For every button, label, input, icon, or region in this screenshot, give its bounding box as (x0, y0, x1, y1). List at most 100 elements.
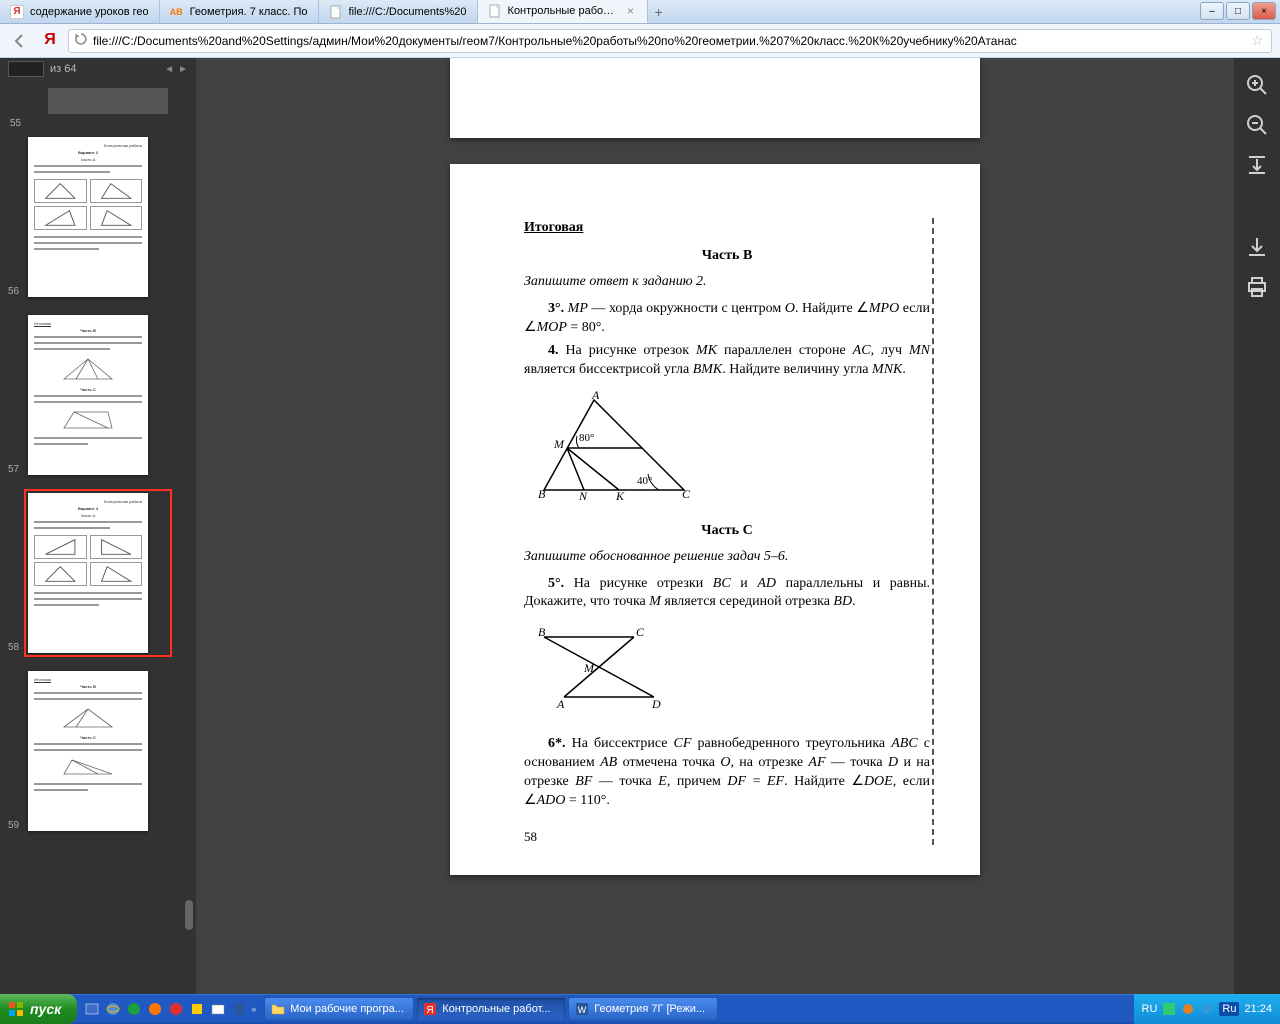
task-label: Геометрия 7Г [Режи... (594, 1003, 705, 1015)
browser-toolbar: Я ☆ (0, 24, 1280, 58)
task-label: Мои рабочие програ... (290, 1003, 404, 1015)
part-b-instruction: Запишите ответ к заданию 2. (524, 274, 930, 290)
thumbnail[interactable]: Итоговая Часть B Часть C 57 (28, 315, 168, 475)
svg-text:M: M (583, 661, 595, 675)
quick-launch-item[interactable] (125, 1000, 143, 1018)
quick-launch-item[interactable] (188, 1000, 206, 1018)
windows-logo-icon (8, 1001, 24, 1017)
thumb-next-icon[interactable]: ► (178, 64, 188, 75)
svg-text:D: D (651, 697, 661, 711)
reload-icon[interactable] (73, 32, 89, 49)
task-3-text: 3°. MP — хорда окружности с центром O. Н… (524, 300, 930, 338)
url-input[interactable] (89, 34, 1251, 48)
thumbnail-scrollbar[interactable] (184, 80, 194, 994)
tray-icon[interactable] (1200, 1002, 1214, 1016)
part-c-instruction: Запишите обоснованное решение задач 5–6. (524, 549, 930, 565)
task-4-text: 4. На рисунке отрезок MK параллелен стор… (524, 342, 930, 380)
thumbnail[interactable]: Контрольная работа Вариант 2 Часть A 56 (28, 137, 168, 297)
system-tray: RU Ru 21:24 (1134, 994, 1280, 1024)
svg-text:80°: 80° (579, 432, 594, 444)
lang-indicator[interactable]: RU (1142, 1003, 1158, 1015)
file-icon (329, 5, 343, 19)
part-c-title: Часть С (524, 523, 930, 539)
task-5-text: 5°. На рисунке отрезки BC и AD параллель… (524, 575, 930, 613)
browser-tab[interactable]: АВ Геометрия. 7 класс. По (160, 0, 319, 23)
bookmark-star-icon[interactable]: ☆ (1251, 32, 1267, 49)
window-controls: – □ × (1200, 2, 1276, 20)
svg-text:B: B (538, 625, 546, 639)
scrollbar-thumb[interactable] (185, 900, 193, 930)
zoom-out-icon[interactable] (1244, 112, 1270, 138)
window-titlebar: Я содержание уроков гео АВ Геометрия. 7 … (0, 0, 1280, 24)
nav-back-button[interactable] (8, 29, 32, 53)
quick-launch-item[interactable] (104, 1000, 122, 1018)
diagram-task-5: B C A D M (524, 622, 930, 717)
quick-launch-item[interactable] (146, 1000, 164, 1018)
thumb-55-label: 55 (10, 118, 196, 129)
page-number: 58 (524, 829, 930, 845)
quick-launch-item[interactable] (83, 1000, 101, 1018)
lang-indicator-2[interactable]: Ru (1219, 1002, 1239, 1016)
svg-text:B: B (538, 487, 546, 500)
quick-launch-item[interactable] (167, 1000, 185, 1018)
task-6-text: 6*. На биссектрисе CF равнобедренного тр… (524, 735, 930, 811)
maximize-button[interactable]: □ (1226, 2, 1250, 20)
svg-text:A: A (591, 390, 600, 402)
thumb-prev-icon[interactable]: ◄ (164, 64, 174, 75)
pdf-page: Итоговая Часть В Запишите ответ к задани… (450, 164, 980, 875)
thumb-header: из 64 ◄ ► (0, 58, 196, 80)
minimize-button[interactable]: – (1200, 2, 1224, 20)
tray-icon[interactable] (1162, 1002, 1176, 1016)
svg-text:C: C (682, 487, 691, 500)
address-bar[interactable]: ☆ (68, 29, 1272, 53)
taskbar-task-button[interactable]: Я Контрольные работ... (416, 997, 566, 1021)
pdf-toolbar (1234, 58, 1280, 994)
quick-launch-item[interactable] (230, 1000, 248, 1018)
tray-icon[interactable] (1181, 1002, 1195, 1016)
pdf-viewer: из 64 ◄ ► 55 Контрольная работа Вариант … (0, 58, 1280, 994)
svg-text:Я: Я (427, 1005, 434, 1016)
taskbar-task-button[interactable]: W Геометрия 7Г [Режи... (568, 997, 718, 1021)
print-icon[interactable] (1244, 274, 1270, 300)
fit-width-icon[interactable] (1244, 152, 1270, 178)
taskbar-buttons: Мои рабочие програ... Я Контрольные рабо… (262, 997, 720, 1021)
page-number-input[interactable] (8, 61, 44, 77)
browser-tab[interactable]: Контрольные работы п × (478, 0, 648, 23)
zoom-in-icon[interactable] (1244, 72, 1270, 98)
start-button[interactable]: пуск (0, 994, 77, 1024)
download-icon[interactable] (1244, 234, 1270, 260)
svg-text:A: A (556, 697, 565, 711)
quick-launch-expand-icon[interactable]: » (251, 1004, 256, 1014)
clock[interactable]: 21:24 (1244, 1003, 1272, 1015)
browser-tab[interactable]: Я содержание уроков гео (0, 0, 160, 23)
thumbnail[interactable]: Итоговая Часть B Часть C 59 (28, 671, 168, 831)
quick-launch-bar: » (77, 1000, 262, 1018)
favicon: АВ (170, 5, 184, 19)
pdf-page-area[interactable]: Итоговая Часть В Запишите ответ к задани… (196, 58, 1280, 994)
favicon: Я (10, 5, 24, 19)
svg-text:M: M (553, 437, 565, 451)
file-icon (488, 4, 502, 18)
start-label: пуск (30, 1001, 61, 1017)
diagram-task-4: A B C M N K 80° 40° (524, 390, 930, 505)
thumbnail-number: 57 (8, 464, 19, 475)
margin-dotted-line (932, 218, 934, 845)
browser-tab-strip: Я содержание уроков гео АВ Геометрия. 7 … (0, 0, 648, 23)
close-tab-icon[interactable]: × (625, 4, 637, 18)
thumbnail-sidebar: из 64 ◄ ► 55 Контрольная работа Вариант … (0, 58, 196, 994)
close-button[interactable]: × (1252, 2, 1276, 20)
thumbnail-strip: 55 Контрольная работа Вариант 2 Часть A (0, 80, 196, 994)
yandex-logo[interactable]: Я (40, 31, 60, 51)
browser-tab[interactable]: file:///C:/Documents%20 (319, 0, 478, 23)
tab-label: Геометрия. 7 класс. По (190, 6, 308, 18)
svg-text:C: C (636, 625, 645, 639)
word-icon: W (575, 1002, 589, 1016)
taskbar-task-button[interactable]: Мои рабочие програ... (264, 997, 414, 1021)
new-tab-button[interactable]: + (648, 0, 670, 23)
quick-launch-item[interactable] (209, 1000, 227, 1018)
page-total-label: из 64 (50, 63, 76, 75)
thumbnail-fragment[interactable] (48, 88, 168, 114)
taskbar: пуск » Мои рабочие програ... Я Контрольн… (0, 994, 1280, 1024)
thumbnail[interactable]: Контрольная работа Вариант 4 Часть A 58 (28, 493, 168, 653)
tab-label: file:///C:/Documents%20 (349, 6, 467, 18)
